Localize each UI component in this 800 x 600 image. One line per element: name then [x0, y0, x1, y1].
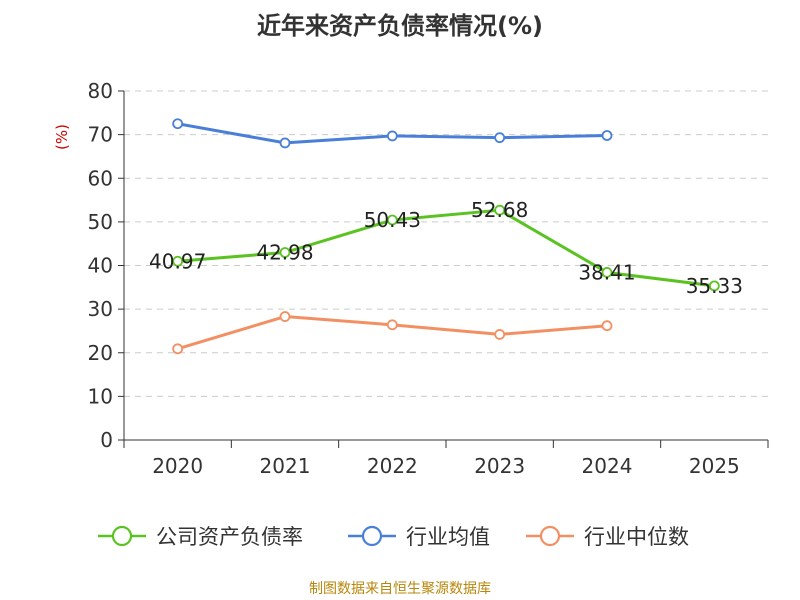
data-point [601, 267, 613, 278]
data-label: 38.41 [578, 260, 635, 284]
x-tick-label: 2022 [367, 454, 418, 478]
data-label: 50.43 [364, 208, 421, 232]
data-point [386, 130, 398, 142]
series-layer [172, 118, 720, 355]
legend-item[interactable]: 公司资产负债率 [96, 519, 303, 553]
data-label: 42.98 [256, 240, 313, 264]
y-tick-label: 20 [88, 341, 113, 365]
legend-item[interactable]: 行业中位数 [524, 519, 689, 553]
source-footer: 制图数据来自恒生聚源数据库 [309, 581, 491, 597]
y-tick-label: 40 [88, 254, 113, 278]
y-tick-label: 10 [88, 384, 113, 408]
data-label: 40.97 [149, 249, 206, 273]
plot-area: 0 10 20 30 40 50 60 70 80 2020 2021 2022 2023 2024 202… [88, 79, 769, 478]
grid-layer [124, 90, 768, 397]
x-tick-label: 2025 [689, 454, 740, 478]
data-label-layer: 40.97 42.98 50.43 52.68 38.41 35.33 [149, 198, 743, 298]
y-tick-label: 80 [88, 79, 113, 103]
chart-title: 近年来资产负债率情况(%) [257, 12, 543, 40]
data-point [279, 137, 291, 149]
data-point [601, 130, 613, 141]
data-point [386, 319, 398, 331]
legend-marker-icon [526, 525, 574, 547]
x-tick-label: 2024 [582, 454, 633, 478]
legend-marker-icon [348, 525, 396, 547]
data-point [708, 280, 720, 292]
legend-label: 公司资产负债率 [156, 525, 303, 549]
data-point [494, 204, 506, 216]
data-point [494, 132, 506, 144]
legend-label: 行业均值 [406, 525, 490, 549]
data-point [172, 255, 184, 267]
data-point [494, 329, 506, 340]
x-tick-label: 2023 [474, 454, 525, 478]
data-point [279, 311, 291, 322]
data-point [601, 320, 613, 332]
data-point [279, 247, 291, 258]
y-tick-label: 60 [88, 166, 113, 190]
y-tick-label: 50 [88, 210, 113, 234]
y-tick-label: 0 [100, 428, 113, 452]
legend-item[interactable]: 行业均值 [346, 519, 490, 553]
axis-layer: 0 10 20 30 40 50 60 70 80 2020 2021 2022 2023 2024 202… [88, 79, 769, 478]
x-tick-label: 2021 [260, 454, 311, 478]
legend-label: 行业中位数 [584, 525, 689, 549]
series-line-0 [176, 208, 716, 288]
data-point [386, 214, 398, 226]
data-label: 52.68 [471, 198, 528, 222]
y-tick-label: 30 [88, 297, 113, 321]
data-point [172, 343, 184, 355]
y-tick-label: 70 [88, 123, 113, 147]
legend-marker-icon [98, 525, 146, 547]
x-tick-label: 2020 [152, 454, 203, 478]
legend: 公司资产负债率 行业均值 行业中位数 [0, 519, 800, 553]
data-point [172, 118, 184, 130]
data-label: 35.33 [686, 274, 743, 298]
